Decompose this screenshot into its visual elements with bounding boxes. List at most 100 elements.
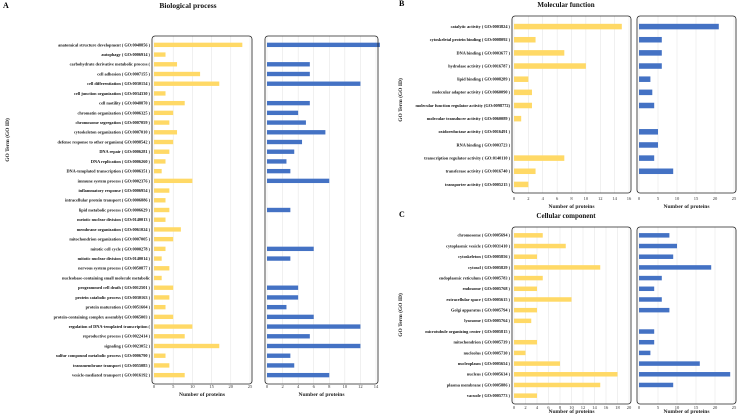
bar-yellow [154,353,166,358]
category-label: chromatin organization ( GO:0006325 ) [78,110,151,115]
bar-yellow [154,207,170,213]
category-label: reproductive process ( GO:0022414 ) [83,334,151,339]
x-tick-label-yellow: 8 [559,405,562,410]
x-axis-label-blue: Number of proteins [664,204,710,210]
category-label: DNA replication ( GO:0006260 ) [91,159,151,164]
bar-yellow [154,149,170,154]
category-label: vesicle-mediated transport ( GO:0016192 … [72,373,151,378]
category-label: hydrolase activity ( GO:0016787 ) [448,63,510,68]
bar-yellow [154,304,166,310]
bar-blue [639,102,655,109]
bar-yellow [514,361,560,366]
category-label: lipid binding ( GO:0008289 ) [457,77,510,82]
category-label: nervous system process ( GO:0050877 ) [78,266,150,271]
plot-frame-yellow [151,35,253,385]
bar-blue [639,275,662,281]
category-label: membrane organization ( GO:0061024 ) [77,227,151,232]
category-label: catalytic activity ( GO:0003824 ) [451,24,511,29]
category-label: protein catabolic process ( GO:0030163 ) [75,295,150,300]
category-label: immune system process ( GO:0002376 ) [78,178,151,183]
x-axis-label-blue: Number of proteins [664,409,710,414]
plot-frame-blue [264,35,379,385]
bar-blue [639,168,674,175]
bar-blue [639,50,662,56]
bar-yellow [154,217,166,222]
category-label: regulation of DNA-templated transcriptio… [69,324,151,329]
x-tick-label-blue: 25 [732,405,737,410]
category-label: nucleobase-containing small molecule met… [62,275,150,280]
panel-letter: A [3,1,9,10]
x-tick-label-blue: 0 [266,384,269,389]
category-label: sulfur compound metabolic process ( GO:0… [56,353,151,358]
y-axis-label: GO Term (GO ID) [4,118,11,162]
bar-blue [639,339,655,345]
category-label: cytosol ( GO:0005829 ) [468,265,510,270]
bar-yellow [514,350,526,356]
category-label: RNA binding ( GO:0003723 ) [457,142,511,147]
bar-yellow [154,324,193,329]
category-label: molecular transducer activity ( GO:00600… [427,116,511,121]
bar-yellow [154,188,170,193]
bar-yellow [154,314,174,320]
x-tick-label-yellow: 18 [615,405,620,410]
bar-yellow [514,265,601,270]
x-axis-label-yellow: Number of proteins [179,392,225,398]
panel-letter: B [399,0,405,8]
category-label: intracellular protein transport ( GO:000… [65,198,151,203]
x-tick-label-yellow: 14 [592,405,597,410]
bar-blue [639,361,700,366]
category-label: signaling ( GO:0023052 ) [104,343,150,348]
bar-yellow [514,50,565,56]
bar-yellow [154,52,166,57]
y-axis-label: GO Term (GO ID) [397,78,404,122]
category-label: molecular function regulator activity (G… [415,103,510,108]
category-label: plasma membrane ( GO:0005886 ) [447,382,511,387]
bar-yellow [514,181,529,188]
bar-blue [267,81,361,86]
x-tick-label-blue: 5 [657,196,660,201]
bar-yellow [154,372,185,378]
bar-yellow [154,42,243,48]
x-tick-label-yellow: 12 [598,196,603,201]
category-label: mitochondrion ( GO:0005739 ) [454,340,511,345]
category-label: microtubule organizing center ( GO:00058… [425,329,510,334]
bar-yellow [514,243,566,249]
category-label: chromosome segregation ( GO:0007059 ) [75,120,150,125]
x-tick-label-yellow: 20 [229,384,234,389]
bar-yellow [154,91,166,96]
x-axis-label-yellow: Number of proteins [549,204,595,210]
bar-yellow [514,339,537,345]
bar-yellow [154,159,166,164]
category-label: anatomical structure development ( GO:00… [58,42,151,47]
x-tick-label-yellow: 2 [524,405,526,410]
bar-blue [267,363,295,368]
panel-title: Molecular function [537,1,594,9]
bar-blue [267,168,291,174]
bar-yellow [154,295,170,300]
bar-yellow [154,168,162,174]
x-tick-label-yellow: 2 [527,196,529,201]
bar-blue [639,233,670,238]
bar-blue [267,334,310,339]
x-tick-label-yellow: 10 [190,384,195,389]
x-tick-label-blue: 6 [313,384,316,389]
bar-yellow [514,318,532,324]
category-label: endoplasmic reticulum ( GO:0005783 ) [439,275,511,280]
x-tick-label-blue: 14 [374,384,379,389]
x-tick-label-blue: 15 [694,196,699,201]
bar-yellow [514,76,529,82]
x-tick-label-yellow: 0 [513,405,516,410]
x-tick-label-blue: 20 [713,196,718,201]
category-label: DNA-templated transcription ( GO:0006351… [66,169,150,174]
bar-yellow [154,256,162,261]
category-label: nucleoplasm ( GO:0005654 ) [458,361,511,366]
bar-yellow [514,115,522,122]
category-label: defense response to other organism( GO:0… [58,139,151,144]
bar-yellow [154,236,174,242]
bar-yellow [514,393,537,398]
bar-blue [267,110,299,116]
bar-yellow [514,382,601,388]
bar-blue [639,265,712,270]
bar-yellow [514,36,536,43]
